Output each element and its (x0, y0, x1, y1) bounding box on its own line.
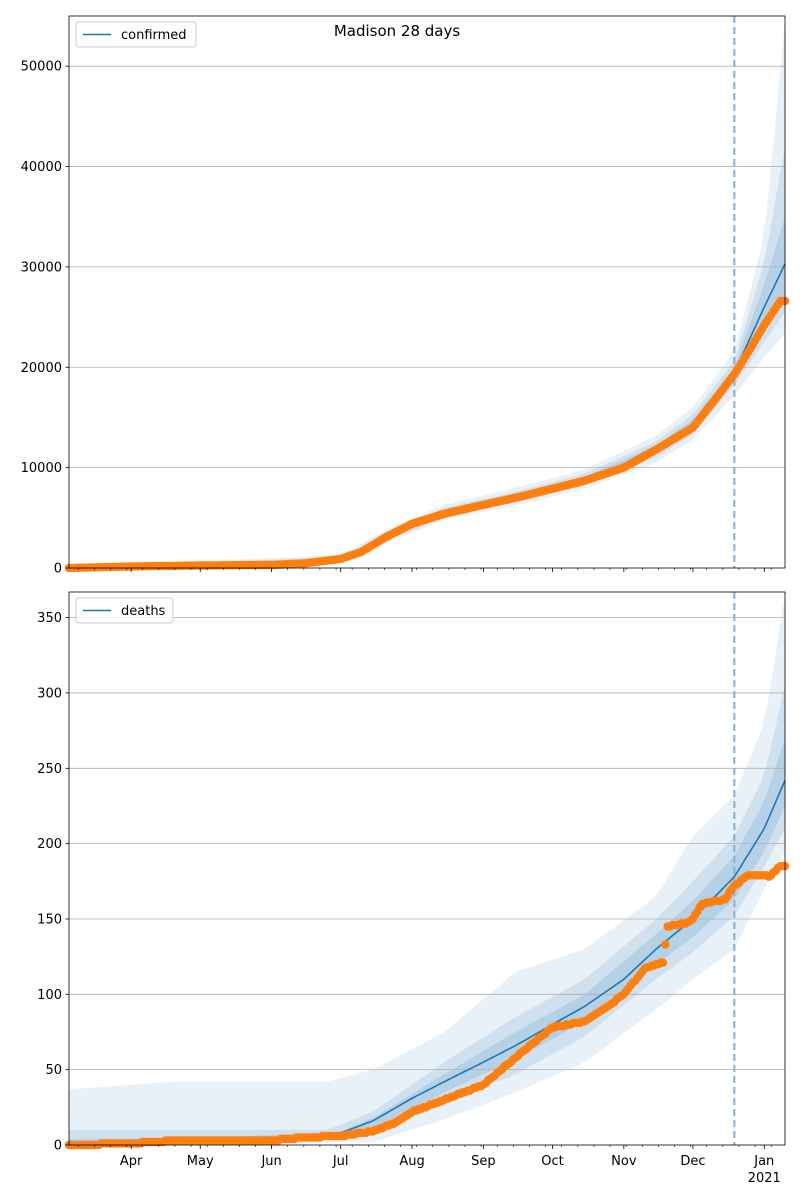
deaths-legend-label: deaths (121, 604, 166, 619)
band-outer (69, 21, 785, 568)
y-tick-label: 40000 (21, 160, 62, 175)
confirmed-axes-frame (68, 15, 786, 569)
deaths-uncertainty-bands (69, 595, 785, 1145)
deaths-panel: 0 50 100 150 200 250 300 350 Apr May Jun Jul Aug Sep… (37, 591, 790, 1186)
x-tick-label: Oct (541, 1154, 563, 1169)
y-tick-label: 20000 (21, 361, 62, 376)
x-tick-label: Jun (260, 1154, 281, 1169)
confirmed-observed-points (64, 296, 790, 573)
x-tick-label: Sep (471, 1154, 496, 1169)
x-tick-label: May (187, 1154, 214, 1169)
confirmed-gridlines (69, 65, 785, 469)
confirmed-y-ticks: 0 10000 20000 30000 40000 50000 (21, 60, 69, 577)
y-tick-label: 0 (54, 562, 62, 577)
deaths-legend-box (75, 597, 174, 624)
y-tick-label: 100 (37, 988, 62, 1003)
y-tick-label: 300 (37, 686, 62, 701)
observed-point (658, 958, 668, 967)
y-tick-label: 250 (37, 762, 62, 777)
confirmed-legend-box (75, 21, 197, 48)
deaths-x-ticks: Apr May Jun Jul Aug Sep Oct Nov Dec Jan (77, 1145, 774, 1169)
x-tick-label: Dec (680, 1154, 705, 1169)
y-tick-label: 30000 (21, 260, 62, 275)
x-tick-label: Nov (611, 1154, 637, 1169)
observed-point (661, 940, 670, 949)
y-tick-label: 50 (45, 1063, 62, 1078)
y-tick-label: 350 (37, 611, 62, 626)
y-tick-label: 50000 (21, 60, 62, 75)
deaths-gridlines (69, 617, 785, 1071)
chart-title: Madison 28 days (334, 22, 461, 40)
x-tick-label: Aug (399, 1154, 424, 1169)
x-tick-label: Apr (120, 1154, 143, 1169)
y-tick-label: 0 (54, 1139, 62, 1154)
x-year-label: 2021 (748, 1171, 781, 1186)
deaths-y-ticks: 0 50 100 150 200 250 300 350 (37, 611, 69, 1154)
y-tick-label: 10000 (21, 461, 62, 476)
confirmed-x-ticks (77, 568, 772, 572)
confirmed-legend-label: confirmed (121, 28, 187, 43)
band-middle (69, 146, 785, 568)
deaths-legend: deaths (75, 597, 174, 624)
y-tick-label: 200 (37, 837, 62, 852)
deaths-axes-frame (68, 591, 786, 1146)
band-outer (69, 595, 785, 1145)
confirmed-uncertainty-bands (69, 21, 785, 568)
confirmed-panel: 0 10000 20000 30000 40000 50000 confirmed Mad… (21, 15, 790, 577)
y-tick-label: 150 (37, 912, 62, 927)
x-tick-label: Jan (753, 1154, 774, 1169)
x-tick-label: Jul (332, 1154, 349, 1169)
confirmed-legend: confirmed (75, 21, 197, 48)
